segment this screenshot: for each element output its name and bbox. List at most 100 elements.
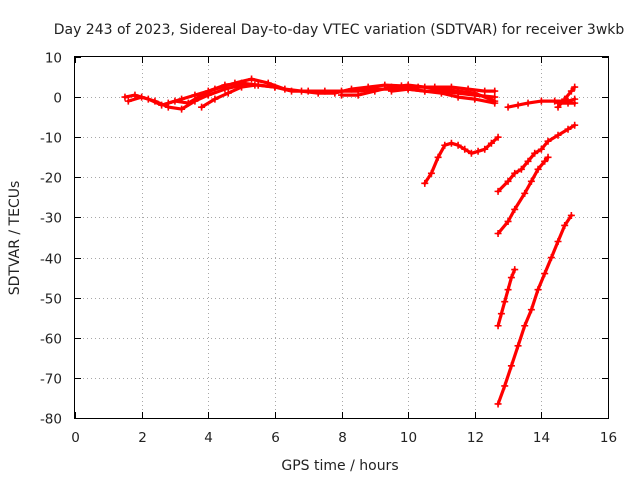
data-point [521, 189, 529, 197]
data-point [321, 87, 329, 95]
data-point [527, 306, 535, 314]
data-point [554, 238, 562, 246]
data-point [474, 147, 482, 155]
y-tick-label: -30 [40, 211, 62, 227]
data-point [191, 91, 199, 99]
data-point [494, 187, 502, 195]
data-point [178, 95, 186, 103]
data-point [524, 157, 532, 165]
axis-ticks [75, 57, 609, 419]
y-tick-label: 10 [45, 51, 62, 67]
data-point [524, 99, 532, 107]
data-point [554, 99, 562, 107]
data-point [544, 137, 552, 145]
data-point [271, 83, 279, 91]
data-point [497, 310, 505, 318]
data-point [164, 99, 172, 107]
data-point [567, 87, 575, 95]
data-point [204, 87, 212, 95]
x-tick-label: 12 [467, 430, 484, 446]
data-point [338, 91, 345, 99]
y-axis-label: SDTVAR / TECUs [7, 181, 23, 296]
data-point [564, 99, 572, 107]
data-point [494, 229, 502, 237]
data-point [421, 87, 429, 95]
series-track [423, 135, 500, 185]
data-point [471, 89, 479, 97]
x-tick-label: 6 [271, 430, 280, 446]
data-point [454, 141, 462, 149]
data-point [494, 133, 502, 141]
data-point [564, 125, 572, 133]
data-point [427, 169, 435, 177]
data-point [534, 286, 542, 294]
data-point [531, 149, 539, 157]
data-point [494, 400, 502, 408]
data-point [224, 89, 232, 97]
data-point [221, 81, 229, 89]
data-point [514, 101, 522, 109]
data-point [527, 177, 535, 185]
data-point [467, 149, 475, 157]
data-point [511, 266, 519, 274]
data-point [501, 382, 509, 390]
data-point [517, 165, 525, 173]
data-point [571, 121, 579, 129]
series-track [339, 83, 497, 103]
series-layer [121, 75, 579, 408]
data-point [251, 81, 259, 89]
data-point [387, 87, 395, 95]
data-point [501, 298, 509, 306]
data-point [571, 83, 579, 91]
data-point [121, 93, 129, 101]
data-point [178, 105, 186, 113]
data-point [248, 75, 256, 83]
data-point [441, 141, 449, 149]
data-point [554, 131, 562, 139]
data-point [547, 254, 555, 262]
data-point [434, 153, 442, 161]
data-point [491, 99, 499, 107]
data-point [151, 97, 159, 105]
data-point [404, 85, 412, 93]
x-tick-label: 4 [204, 430, 213, 446]
y-tick-label: -50 [40, 292, 62, 308]
data-point [304, 87, 312, 95]
data-point [211, 95, 219, 103]
y-tick-label: 0 [53, 91, 62, 107]
y-tick-label: -70 [40, 372, 62, 388]
data-point [541, 157, 549, 165]
data-point [571, 99, 579, 107]
grid [75, 57, 608, 418]
data-point [511, 169, 519, 177]
data-point [541, 270, 549, 278]
data-point [534, 165, 542, 173]
data-point [514, 342, 522, 350]
data-point [138, 93, 146, 101]
y-tick-label: -80 [40, 412, 62, 428]
data-point [561, 221, 569, 229]
series-track [496, 155, 550, 236]
x-tick-label: 2 [138, 430, 147, 446]
data-point [491, 87, 499, 95]
x-tick-label: 10 [400, 430, 417, 446]
data-point [354, 91, 362, 99]
data-point [191, 97, 199, 105]
data-point [507, 362, 515, 370]
series-track [496, 213, 573, 406]
data-point [288, 87, 296, 95]
data-point [124, 97, 132, 105]
y-tick-label: -60 [40, 332, 62, 348]
data-point [454, 93, 462, 101]
data-point [461, 145, 469, 153]
y-tick-label: -40 [40, 252, 62, 268]
data-point [567, 211, 575, 219]
data-point [537, 145, 545, 153]
data-point [511, 205, 519, 213]
data-point [561, 95, 569, 103]
x-tick-label: 14 [533, 430, 550, 446]
data-point [504, 103, 512, 111]
data-point [537, 97, 545, 105]
chart-title: Day 243 of 2023, Sidereal Day-to-day VTE… [54, 22, 625, 38]
